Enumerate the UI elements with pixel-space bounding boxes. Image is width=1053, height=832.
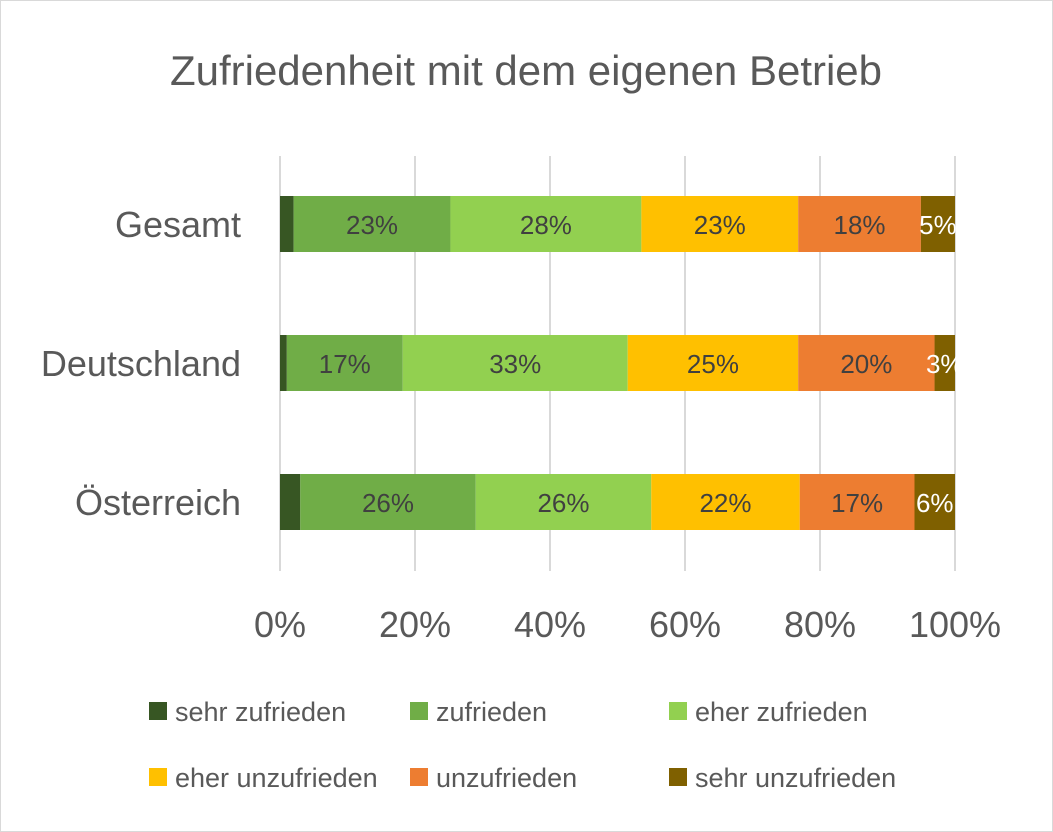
data-label: 20% (840, 349, 892, 379)
legend-swatch (410, 768, 428, 786)
data-label: 23% (694, 210, 746, 240)
legend-label: eher unzufrieden (175, 763, 378, 793)
bar-segment (914, 474, 955, 530)
x-tick-labels: 0% 20% 40% 60% 80% 100% (254, 604, 1001, 645)
bar-segment (641, 196, 799, 252)
data-label: 33% (489, 349, 541, 379)
bar-segment (280, 474, 301, 530)
category-label: Gesamt (115, 204, 241, 245)
data-label: 17% (831, 488, 883, 518)
category-label: Österreich (75, 482, 241, 523)
bar-segment (798, 196, 921, 252)
bar-segment (300, 474, 476, 530)
legend-label: unzufrieden (436, 763, 577, 793)
legend-label: sehr unzufrieden (695, 763, 896, 793)
bars: 23% 28% 23% 18% 5% 17% 33% 25% 20% 3% 26% 26% 22% 17%… (280, 196, 964, 530)
bar-segment (450, 196, 642, 252)
x-tick-label: 100% (909, 604, 1001, 645)
chart-title: Zufriedenheit mit dem eigenen Betrieb (170, 47, 882, 94)
bar-segment (280, 196, 294, 252)
legend-label: eher zufrieden (695, 697, 868, 727)
data-label: 23% (346, 210, 398, 240)
data-label: 26% (362, 488, 414, 518)
legend-swatch (149, 768, 167, 786)
legend-label: zufrieden (436, 697, 547, 727)
data-label: 22% (699, 488, 751, 518)
legend: sehr zufrieden zufrieden eher zufrieden ehe… (149, 697, 896, 793)
data-label: 28% (520, 210, 572, 240)
data-label: 26% (537, 488, 589, 518)
data-label: 5% (919, 210, 957, 240)
legend-label: sehr zufrieden (175, 697, 346, 727)
bar-segment (475, 474, 652, 530)
category-label: Deutschland (41, 343, 241, 384)
x-tick-label: 40% (514, 604, 586, 645)
data-label: 25% (687, 349, 739, 379)
x-tick-label: 20% (379, 604, 451, 645)
legend-swatch (669, 702, 687, 720)
legend-swatch (149, 702, 167, 720)
legend-swatch (410, 702, 428, 720)
x-tick-label: 60% (649, 604, 721, 645)
bar-segment (799, 474, 915, 530)
category-labels: Gesamt Deutschland Österreich (41, 204, 241, 523)
bar-segment (934, 335, 955, 391)
x-tick-label: 0% (254, 604, 306, 645)
bar-segment (651, 474, 800, 530)
bar-segment (627, 335, 799, 391)
data-label: 3% (926, 349, 964, 379)
legend-swatch (669, 768, 687, 786)
bar-segment (920, 196, 955, 252)
bar-segment (280, 335, 287, 391)
bar-segment (402, 335, 628, 391)
x-tick-label: 80% (784, 604, 856, 645)
bar-segment (798, 335, 935, 391)
bar-segment (286, 335, 403, 391)
bar-segment (293, 196, 451, 252)
data-label: 6% (916, 488, 954, 518)
data-label: 18% (834, 210, 886, 240)
data-label: 17% (319, 349, 371, 379)
